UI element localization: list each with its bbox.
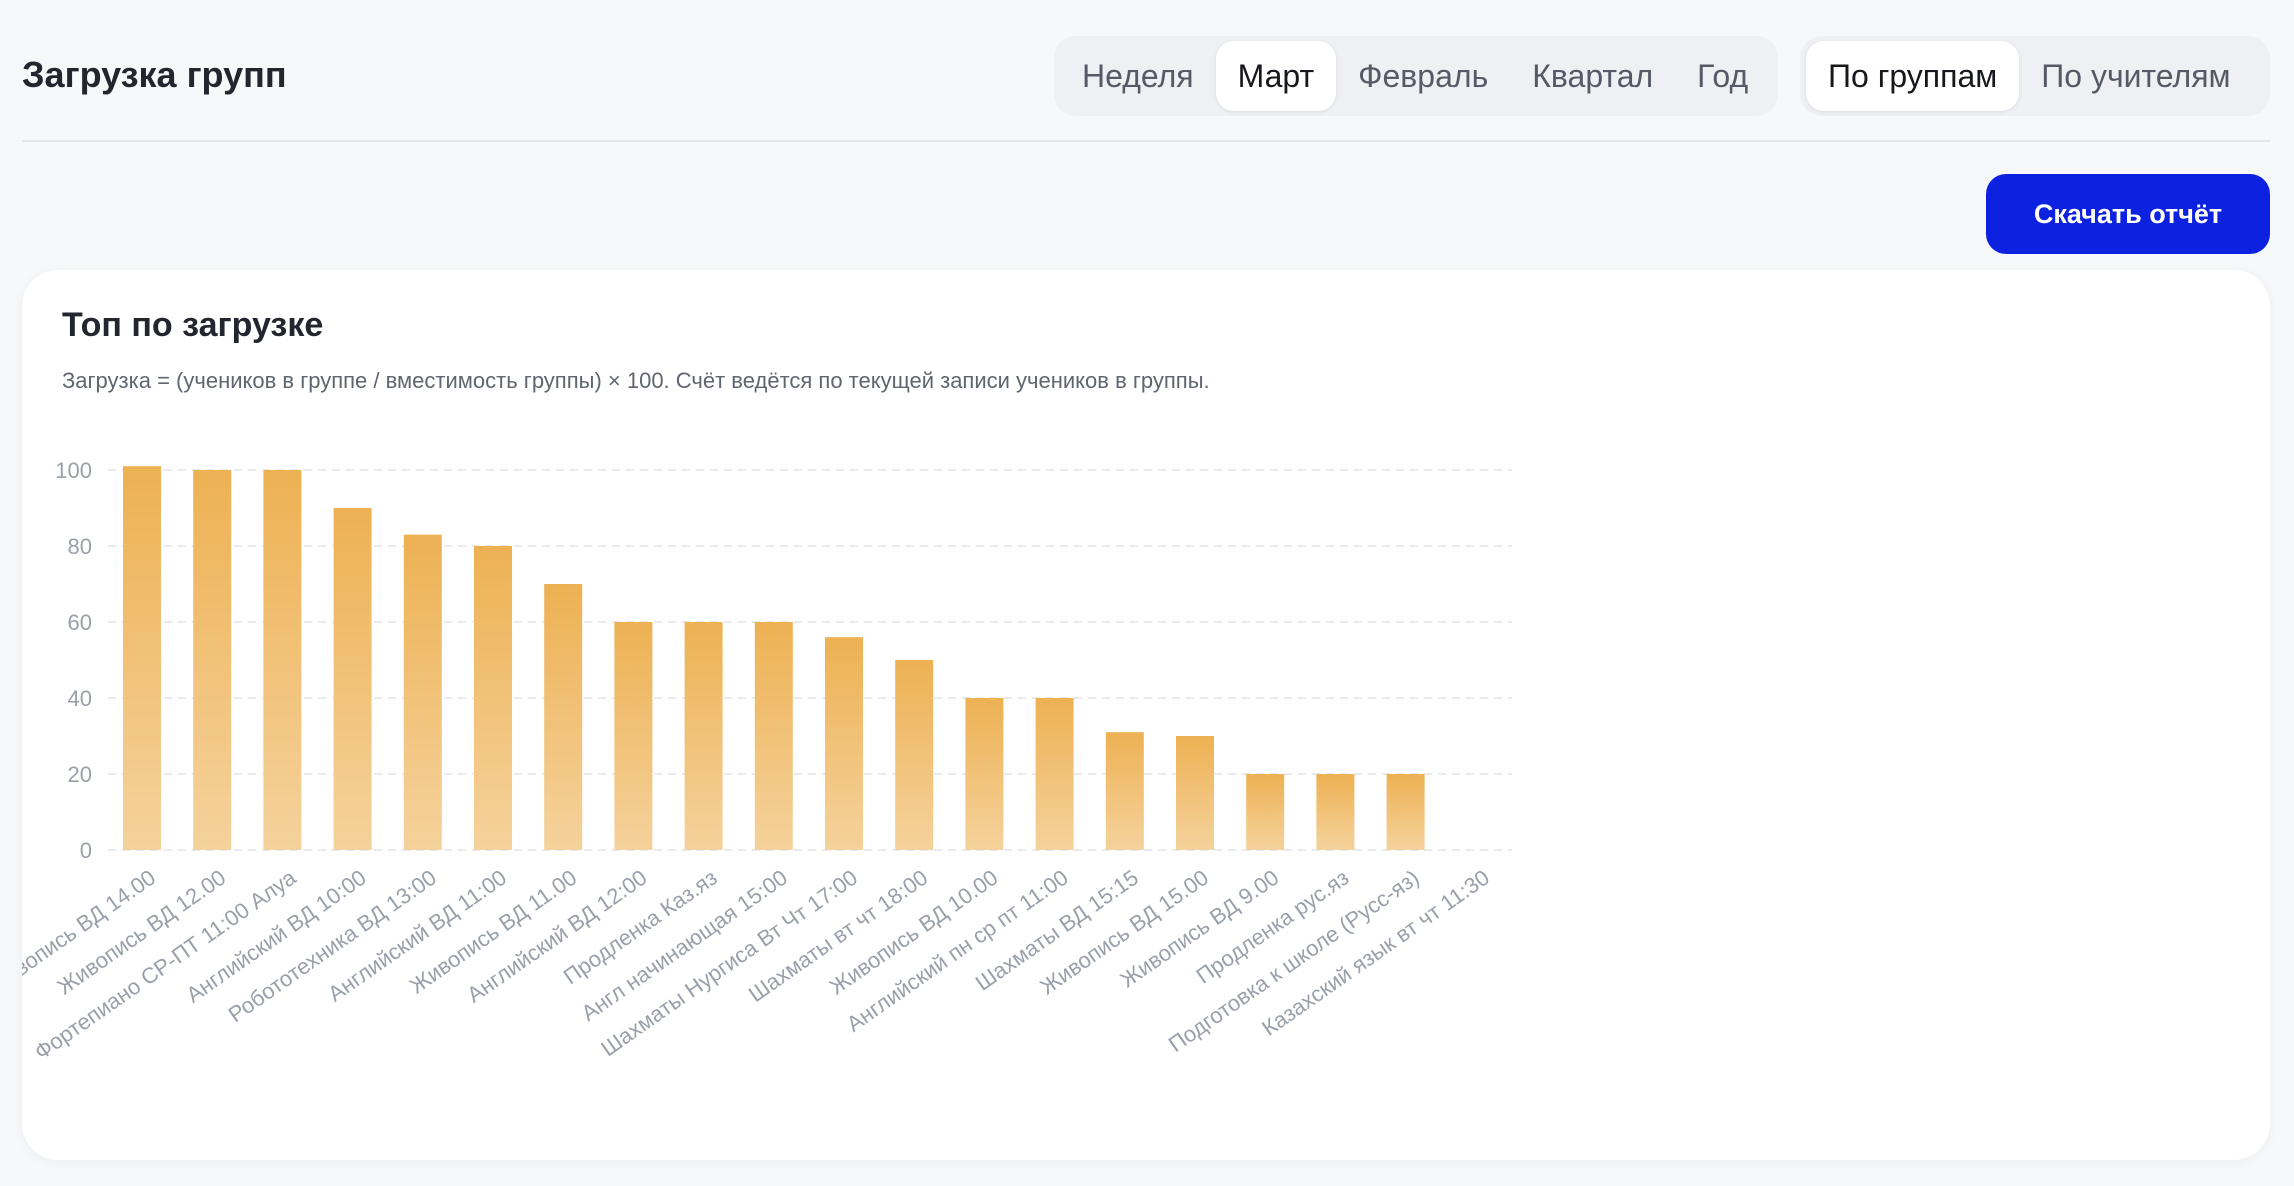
bar[interactable] <box>1105 732 1144 850</box>
bar[interactable] <box>1316 774 1355 850</box>
bar[interactable] <box>403 534 442 850</box>
top-load-card: Топ по загрузке Загрузка = (учеников в г… <box>22 270 2270 1160</box>
x-category-label: Фортепиано СР-ПТ 11:00 Алуа <box>30 864 301 1064</box>
y-tick-label: 20 <box>68 762 92 787</box>
bar[interactable] <box>1035 698 1074 850</box>
card-subtitle: Загрузка = (учеников в группе / вместимо… <box>62 368 1210 393</box>
bar[interactable] <box>965 698 1004 850</box>
bar[interactable] <box>1176 736 1214 850</box>
download-report-button[interactable]: Скачать отчёт <box>1986 174 2270 254</box>
y-tick-label: 100 <box>55 458 92 483</box>
page-title: Загрузка групп <box>22 54 287 95</box>
y-tick-label: 60 <box>68 610 92 635</box>
bar[interactable] <box>123 466 161 850</box>
y-tick-label: 0 <box>80 838 92 863</box>
bar[interactable] <box>1246 774 1285 850</box>
bar[interactable] <box>754 622 793 850</box>
bar[interactable] <box>333 508 372 850</box>
y-tick-label: 40 <box>68 686 92 711</box>
bar[interactable] <box>614 622 653 850</box>
bar[interactable] <box>684 622 723 850</box>
page-header: Загрузка групп Неделя Март Февраль Кварт… <box>0 36 2294 140</box>
bar[interactable] <box>895 660 934 850</box>
tab-march[interactable]: Март <box>1215 41 1337 111</box>
bar[interactable] <box>263 470 302 850</box>
bar[interactable] <box>193 470 232 850</box>
card-title: Топ по загрузке <box>62 306 324 344</box>
header-divider <box>22 140 2270 142</box>
mode-switcher: По группам По учителям <box>1800 36 2270 116</box>
period-switcher: Неделя Март Февраль Квартал Год <box>1054 36 1778 116</box>
tab-february[interactable]: Февраль <box>1358 58 1489 94</box>
bar[interactable] <box>544 584 583 850</box>
tab-week[interactable]: Неделя <box>1082 58 1194 94</box>
bar[interactable] <box>825 637 863 850</box>
bar[interactable] <box>1386 774 1425 850</box>
tab-by-groups[interactable]: По группам <box>1806 41 2020 111</box>
tab-year[interactable]: Год <box>1697 58 1749 94</box>
bar[interactable] <box>474 546 512 850</box>
tab-by-teachers[interactable]: По учителям <box>2041 58 2231 94</box>
tab-quarter[interactable]: Квартал <box>1532 58 1654 94</box>
y-tick-label: 80 <box>68 534 92 559</box>
